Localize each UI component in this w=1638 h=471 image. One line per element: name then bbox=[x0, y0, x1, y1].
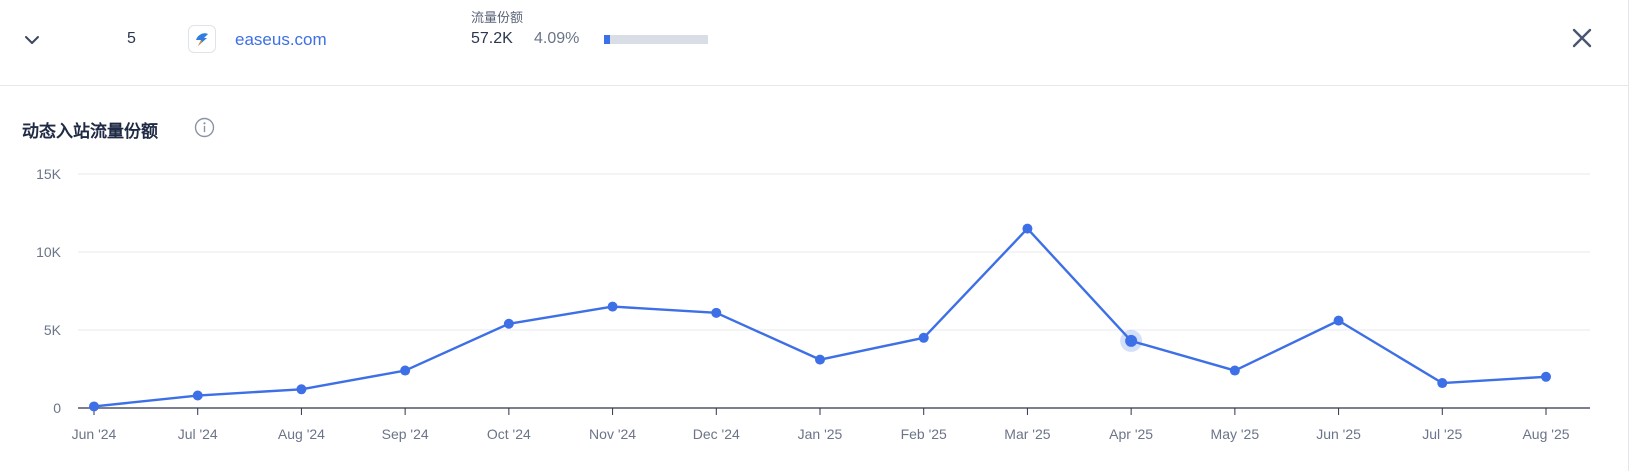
traffic-share-bar bbox=[604, 35, 708, 44]
rank-number: 5 bbox=[127, 30, 136, 48]
traffic-share-bar-fill bbox=[604, 35, 610, 44]
info-icon[interactable] bbox=[194, 117, 215, 138]
competitor-row: 5 easeus.com 流量份额 57.2K 4.09% bbox=[0, 0, 1628, 86]
data-point bbox=[1541, 372, 1551, 382]
x-tick-label: Sep '24 bbox=[382, 426, 429, 442]
data-point bbox=[1334, 316, 1344, 326]
x-tick-label: Mar '25 bbox=[1004, 426, 1050, 442]
x-tick-label: Aug '24 bbox=[278, 426, 325, 442]
site-favicon bbox=[188, 25, 216, 53]
data-point bbox=[711, 308, 721, 318]
chart-grid bbox=[78, 174, 1590, 330]
x-tick-label: Jan '25 bbox=[798, 426, 843, 442]
data-point bbox=[89, 401, 99, 411]
data-point bbox=[919, 333, 929, 343]
panel-right-border bbox=[1628, 0, 1629, 471]
easeus-favicon-icon bbox=[192, 29, 212, 49]
data-point bbox=[1437, 378, 1447, 388]
x-tick-label: Apr '25 bbox=[1109, 426, 1153, 442]
x-tick-label: Jun '25 bbox=[1316, 426, 1361, 442]
x-tick-label: May '25 bbox=[1211, 426, 1260, 442]
traffic-value: 57.2K bbox=[471, 30, 513, 48]
data-point bbox=[400, 366, 410, 376]
y-tick-label: 15K bbox=[36, 166, 62, 182]
data-point bbox=[1022, 224, 1032, 234]
chart-x-axis bbox=[78, 408, 1590, 415]
y-tick-label: 0 bbox=[53, 400, 61, 416]
close-button[interactable] bbox=[1568, 24, 1596, 52]
x-tick-label: Aug '25 bbox=[1522, 426, 1569, 442]
y-tick-label: 10K bbox=[36, 244, 62, 260]
y-tick-label: 5K bbox=[44, 322, 62, 338]
data-point bbox=[504, 319, 514, 329]
data-point bbox=[608, 302, 618, 312]
expand-toggle[interactable] bbox=[18, 28, 46, 52]
traffic-share-percent: 4.09% bbox=[534, 30, 579, 48]
x-tick-label: Oct '24 bbox=[487, 426, 531, 442]
domain-link[interactable]: easeus.com bbox=[235, 30, 327, 50]
x-tick-label: Nov '24 bbox=[589, 426, 636, 442]
data-point bbox=[815, 355, 825, 365]
chart-y-tick-labels: 0 5K 10K 15K bbox=[36, 166, 62, 416]
x-tick-label: Feb '25 bbox=[901, 426, 947, 442]
highlighted-data-point bbox=[1125, 335, 1137, 347]
x-tick-label: Jul '25 bbox=[1422, 426, 1462, 442]
x-tick-label: Jul '24 bbox=[178, 426, 218, 442]
traffic-line-chart: 0 5K 10K 15K Jun '24 Jul '24 Aug '24 Sep '24 Oc… bbox=[0, 150, 1628, 471]
series-line bbox=[94, 229, 1546, 407]
x-tick-label: Dec '24 bbox=[693, 426, 740, 442]
traffic-share-label: 流量份额 bbox=[471, 7, 523, 26]
section-title: 动态入站流量份额 bbox=[22, 117, 158, 142]
close-icon bbox=[1572, 28, 1592, 48]
data-point bbox=[1230, 366, 1240, 376]
chevron-down-icon bbox=[24, 35, 40, 45]
data-point bbox=[296, 384, 306, 394]
chart-x-tick-labels: Jun '24 Jul '24 Aug '24 Sep '24 Oct '24 Nov '… bbox=[72, 426, 1570, 442]
x-tick-label: Jun '24 bbox=[72, 426, 117, 442]
data-point bbox=[193, 391, 203, 401]
